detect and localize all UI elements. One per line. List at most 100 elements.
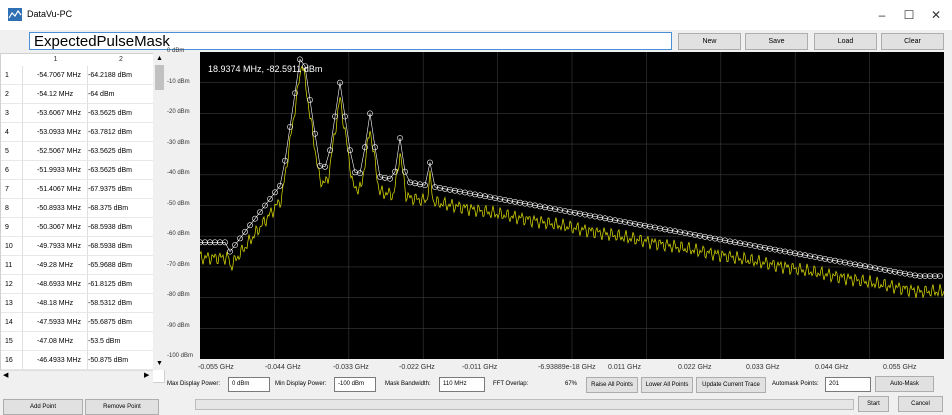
- row-number[interactable]: 16: [1, 351, 23, 370]
- frequency-cell[interactable]: -54.12 MHz: [23, 85, 88, 104]
- remove-point-button[interactable]: Remove Point: [85, 399, 159, 415]
- power-cell[interactable]: -53.5 dBm: [88, 332, 154, 351]
- mask-point: [282, 157, 288, 164]
- row-number[interactable]: 9: [1, 218, 23, 237]
- row-number[interactable]: 12: [1, 275, 23, 294]
- frequency-cell[interactable]: -50.3067 MHz: [23, 218, 88, 237]
- y-axis-tick-label: -60 dBm: [167, 231, 190, 237]
- power-cell[interactable]: -64.2188 dBm: [88, 66, 154, 85]
- x-axis-tick-label: -0.022 GHz: [399, 364, 435, 371]
- mask-point: [367, 110, 373, 117]
- scrollbar-thumb[interactable]: [155, 65, 164, 90]
- frequency-cell[interactable]: -53.6067 MHz: [23, 104, 88, 123]
- max-power-input[interactable]: 0 dBm: [228, 377, 270, 392]
- auto-mask-button[interactable]: Auto-Mask: [875, 376, 934, 392]
- frequency-cell[interactable]: -53.0933 MHz: [23, 123, 88, 142]
- mask-bandwidth-input[interactable]: 110 MHz: [439, 377, 485, 392]
- clear-button[interactable]: Clear: [881, 33, 944, 50]
- mask-point: [267, 195, 273, 202]
- scroll-left-icon[interactable]: ◀: [3, 372, 9, 379]
- power-cell[interactable]: -63.5625 dBm: [88, 142, 154, 161]
- power-cell[interactable]: -68.5938 dBm: [88, 237, 154, 256]
- power-cell[interactable]: -68.5938 dBm: [88, 218, 154, 237]
- frequency-cell[interactable]: -54.7067 MHz: [23, 66, 88, 85]
- lower-all-points-button[interactable]: Lower All Points: [641, 377, 693, 393]
- mask-point: [387, 175, 393, 182]
- y-axis-tick-label: -70 dBm: [167, 261, 190, 268]
- save-button[interactable]: Save: [745, 33, 808, 50]
- power-cell[interactable]: -68.375 dBm: [88, 199, 154, 218]
- row-number[interactable]: 4: [1, 123, 23, 142]
- row-number[interactable]: 1: [1, 66, 23, 85]
- frequency-cell[interactable]: -49.7933 MHz: [23, 237, 88, 256]
- frequency-cell[interactable]: -46.4933 MHz: [23, 351, 88, 370]
- row-number[interactable]: 6: [1, 161, 23, 180]
- min-power-input[interactable]: -100 dBm: [334, 377, 376, 392]
- frequency-cell[interactable]: -51.9933 MHz: [23, 161, 88, 180]
- column-header-2[interactable]: 2: [119, 56, 123, 63]
- spectrum-plot[interactable]: 18.9374 MHz, -82.5911 dBm: [200, 52, 944, 359]
- mask-point: [227, 248, 233, 255]
- y-axis-tick-label: 0 dBm: [167, 48, 185, 54]
- row-number[interactable]: 7: [1, 180, 23, 199]
- frequency-cell[interactable]: -47.08 MHz: [23, 332, 88, 351]
- row-number[interactable]: 10: [1, 237, 23, 256]
- row-number[interactable]: 13: [1, 294, 23, 313]
- mask-point: [402, 168, 408, 175]
- load-button[interactable]: Load: [814, 33, 877, 50]
- power-cell[interactable]: -65.9688 dBm: [88, 256, 154, 275]
- power-cell[interactable]: -50.875 dBm: [88, 351, 154, 370]
- raise-all-points-button[interactable]: Raise All Points: [586, 377, 638, 393]
- app-icon: [8, 8, 22, 21]
- start-button[interactable]: Start: [858, 396, 889, 412]
- frequency-cell[interactable]: -50.8933 MHz: [23, 199, 88, 218]
- row-number[interactable]: 11: [1, 256, 23, 275]
- row-number[interactable]: 2: [1, 85, 23, 104]
- y-axis-tick-label: -10 dBm: [167, 78, 190, 85]
- frequency-cell[interactable]: -51.4067 MHz: [23, 180, 88, 199]
- mask-bandwidth-label: Mask Bandwidth:: [385, 381, 431, 387]
- cancel-button[interactable]: Cancel: [898, 396, 943, 412]
- mask-point: [357, 170, 363, 177]
- table-vertical-scrollbar[interactable]: [153, 53, 165, 370]
- power-cell[interactable]: -63.5625 dBm: [88, 104, 154, 123]
- power-cell[interactable]: -67.9375 dBm: [88, 180, 154, 199]
- scroll-right-icon[interactable]: ▶: [144, 372, 150, 379]
- row-number[interactable]: 15: [1, 332, 23, 351]
- maximize-button[interactable]: ☐: [903, 8, 915, 22]
- window-title: DataVu-PC: [27, 9, 73, 19]
- mask-name-input[interactable]: ExpectedPulseMask: [29, 32, 672, 50]
- update-current-trace-button[interactable]: Update Current Trace: [696, 377, 766, 393]
- close-button[interactable]: ✕: [930, 8, 942, 22]
- minimize-button[interactable]: –: [878, 8, 886, 22]
- automask-points-input[interactable]: 201: [825, 377, 871, 392]
- frequency-cell[interactable]: -48.18 MHz: [23, 294, 88, 313]
- power-cell[interactable]: -63.7812 dBm: [88, 123, 154, 142]
- scroll-down-icon[interactable]: ▼: [156, 360, 163, 367]
- column-header-1[interactable]: 1: [53, 56, 58, 63]
- fft-overlap-label: FFT Overlap:: [493, 381, 529, 387]
- row-number[interactable]: 14: [1, 313, 23, 332]
- mask-points-table[interactable]: 1 2 1 -54.7067 MHz -64.2188 dBm 2 -54.12 MHz…: [0, 53, 165, 383]
- power-cell[interactable]: -61.8125 dBm: [88, 275, 154, 294]
- row-number[interactable]: 5: [1, 142, 23, 161]
- y-axis-tick-label: -30 dBm: [167, 139, 190, 146]
- power-cell[interactable]: -64 dBm: [88, 85, 154, 104]
- power-cell[interactable]: -55.6875 dBm: [88, 313, 154, 332]
- frequency-cell[interactable]: -47.5933 MHz: [23, 313, 88, 332]
- row-number[interactable]: 3: [1, 104, 23, 123]
- title-bar: [0, 0, 952, 30]
- frequency-cell[interactable]: -52.5067 MHz: [23, 142, 88, 161]
- new-button[interactable]: New: [678, 33, 741, 50]
- power-cell[interactable]: -58.5312 dBm: [88, 294, 154, 313]
- row-number[interactable]: 8: [1, 199, 23, 218]
- add-point-button[interactable]: Add Point: [3, 399, 83, 415]
- frequency-cell[interactable]: -48.6933 MHz: [23, 275, 88, 294]
- scroll-up-icon[interactable]: ▲: [156, 55, 163, 62]
- table-horizontal-scrollbar[interactable]: [0, 370, 153, 383]
- x-axis-tick-label: -6.93889e-18 GHz: [538, 364, 596, 371]
- power-cell[interactable]: -63.5625 dBm: [88, 161, 154, 180]
- x-axis-tick-label: 0.033 GHz: [746, 364, 780, 371]
- mask-point: [312, 130, 318, 137]
- frequency-cell[interactable]: -49.28 MHz: [23, 256, 88, 275]
